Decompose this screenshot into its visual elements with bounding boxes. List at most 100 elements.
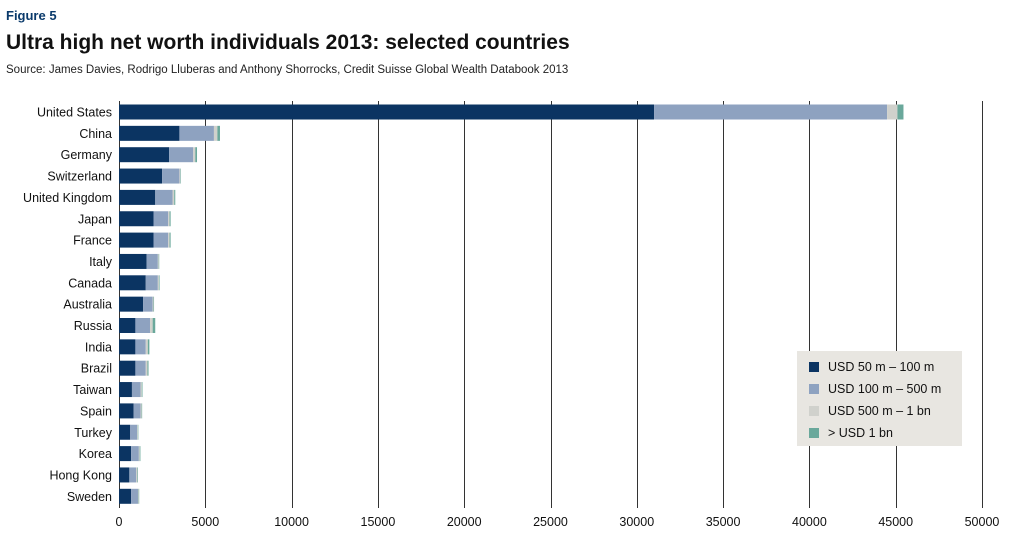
x-tick-label-40000: 40000: [792, 515, 827, 529]
y-category-label: Russia: [74, 319, 112, 333]
bar-segment-s1: [119, 339, 136, 355]
y-category-label: France: [73, 234, 112, 248]
bar-segment-s4: [139, 446, 141, 462]
bar-segment-s4: [217, 125, 220, 141]
y-category-label: United Kingdom: [23, 191, 112, 205]
bar-segment-s3: [193, 147, 196, 163]
bar-segment-s2: [130, 424, 138, 440]
legend-swatch-s1: [809, 362, 819, 372]
bar-segment-s1: [119, 189, 156, 205]
bar-segment-s4: [158, 253, 160, 269]
bar-segment-s4: [180, 168, 181, 184]
chart-legend: USD 50 m – 100 m USD 100 m – 500 m USD 5…: [797, 351, 962, 446]
bar-segment-s2: [131, 446, 139, 462]
bar-segment-s2: [135, 318, 151, 333]
bar-segment-s3: [136, 467, 138, 483]
y-category-label: United States: [37, 106, 112, 120]
bar-segment-s2: [654, 104, 888, 120]
legend-item-s4: > USD 1 bn: [809, 425, 893, 441]
legend-label-s4: > USD 1 bn: [828, 426, 893, 440]
bar-segment-s4: [152, 318, 156, 333]
y-category-label: Brazil: [81, 362, 112, 376]
legend-item-s1: USD 50 m – 100 m: [809, 359, 934, 375]
legend-label-s2: USD 100 m – 500 m: [828, 382, 942, 396]
bar-segment-s3: [157, 275, 159, 291]
legend-label-s1: USD 50 m – 100 m: [828, 360, 935, 374]
bar-segment-s4: [141, 403, 143, 419]
bar-segment-s3: [138, 446, 140, 462]
bar-segment-s3: [887, 104, 898, 120]
x-tick-label-50000: 50000: [965, 515, 1000, 529]
bar-segment-s1: [119, 318, 136, 333]
bar-segment-s1: [119, 446, 132, 462]
bar-segment-s1: [119, 168, 163, 184]
bar-segment-s1: [119, 382, 132, 398]
legend-swatch-s4: [809, 428, 819, 438]
bar-segment-s3: [145, 339, 148, 355]
bar-segment-s4: [897, 104, 904, 120]
y-category-label: Hong Kong: [49, 468, 112, 482]
bar-segment-s4: [158, 275, 160, 291]
bar-segment-s4: [153, 296, 155, 312]
bar-segment-s2: [153, 211, 169, 227]
legend-item-s3: USD 500 m – 1 bn: [809, 403, 931, 419]
x-tick-label-25000: 25000: [533, 515, 568, 529]
x-tick-label-20000: 20000: [447, 515, 482, 529]
bar-segment-s2: [131, 382, 141, 398]
x-tick-label-15000: 15000: [361, 515, 396, 529]
bar-segment-s3: [152, 296, 154, 312]
bar-segment-s2: [153, 232, 169, 248]
bar-segment-s1: [119, 147, 170, 163]
bar-segment-s2: [133, 403, 141, 419]
bar-segment-s2: [145, 275, 158, 291]
y-category-label: China: [79, 127, 112, 141]
bar-segment-s2: [146, 253, 158, 269]
bar-segment-s3: [168, 211, 170, 227]
x-tick-label-30000: 30000: [619, 515, 654, 529]
bar-segment-s4: [147, 360, 149, 376]
x-tick-label-10000: 10000: [274, 515, 309, 529]
y-category-label: Japan: [78, 212, 112, 226]
bar-segment-s4: [195, 147, 198, 163]
legend-label-s3: USD 500 m – 1 bn: [828, 404, 931, 418]
bar-segment-s3: [140, 382, 142, 398]
bar-segment-s1: [119, 253, 147, 269]
bar-segment-s2: [155, 189, 173, 205]
bar-segment-s3: [137, 488, 139, 504]
bar-segment-s3: [137, 424, 138, 440]
y-category-label: Canada: [68, 276, 112, 290]
chart-source: Source: James Davies, Rodrigo Lluberas a…: [6, 64, 569, 76]
figure-label: Figure 5: [6, 8, 57, 23]
bar-segment-s3: [168, 232, 170, 248]
bar-segment-s2: [169, 147, 194, 163]
bar-segment-s1: [119, 211, 154, 227]
y-category-label: Korea: [79, 447, 112, 461]
bar-segment-s4: [137, 424, 139, 440]
bar-segment-s2: [129, 467, 137, 483]
y-category-label: Spain: [80, 404, 112, 418]
bar-segment-s1: [119, 467, 130, 483]
bar-segment-s3: [179, 168, 181, 184]
x-tick-label-0: 0: [116, 515, 123, 529]
y-category-label: Germany: [61, 148, 113, 162]
bar-segment-s4: [169, 232, 171, 248]
bar-segment-s1: [119, 104, 655, 120]
x-tick-label-5000: 5000: [191, 515, 219, 529]
bar-segment-s4: [169, 211, 171, 227]
y-category-label: India: [85, 340, 112, 354]
bar-segment-s3: [172, 189, 175, 205]
y-category-label: Australia: [63, 298, 112, 312]
bar-segment-s1: [119, 296, 144, 312]
x-tick-label-45000: 45000: [878, 515, 913, 529]
y-category-label: Taiwan: [73, 383, 112, 397]
bar-segment-s4: [141, 382, 143, 398]
legend-swatch-s2: [809, 384, 819, 394]
bar-segment-s3: [213, 125, 218, 141]
y-category-label: Italy: [89, 255, 113, 269]
bar-segment-s1: [119, 232, 154, 248]
bar-segment-s3: [140, 403, 142, 419]
bar-segment-s1: [119, 403, 134, 419]
bar-segment-s1: [119, 360, 136, 376]
bar-segment-s2: [179, 125, 214, 141]
